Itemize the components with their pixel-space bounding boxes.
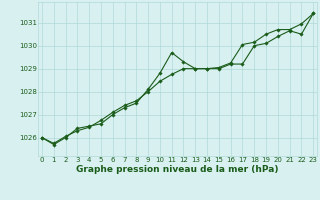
X-axis label: Graphe pression niveau de la mer (hPa): Graphe pression niveau de la mer (hPa) (76, 165, 279, 174)
